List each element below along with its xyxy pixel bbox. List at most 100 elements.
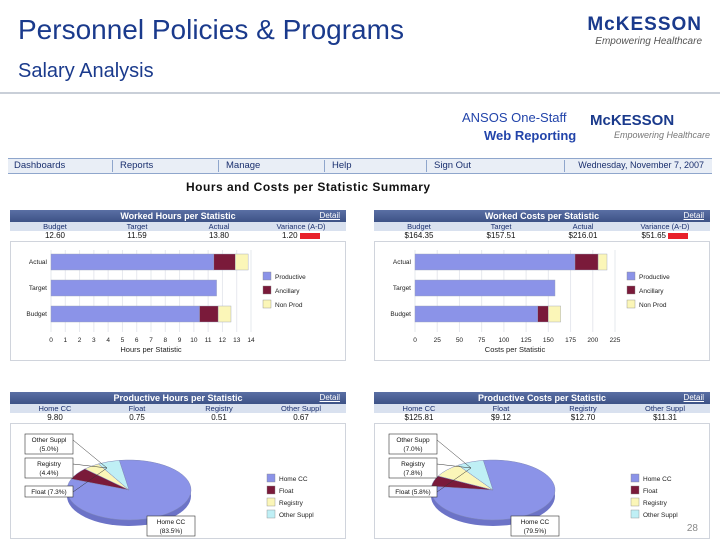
val-other-suppl: 0.67 — [293, 413, 309, 422]
callout-leader — [72, 463, 108, 469]
panel-header: Productive Costs per Statistic Detail — [374, 392, 710, 404]
costs-bar-chart: 0 25 50 75 100 125 150 175 200 225 Costs per Stati… — [390, 250, 670, 354]
val-budget: $164.35 — [404, 231, 434, 240]
nav-separator — [324, 160, 325, 172]
detail-link[interactable]: Detail — [683, 211, 704, 220]
callout-label: Other Suppl — [32, 437, 67, 444]
callout-leader — [72, 467, 108, 493]
x-tick-label: 6 — [135, 337, 139, 344]
callout-box — [388, 485, 438, 498]
bar-segment-nonprod — [548, 305, 561, 323]
val-variance-cell: 1.20 — [260, 231, 342, 241]
callout-label: Other Supp — [396, 437, 430, 444]
detail-link[interactable]: Detail — [319, 393, 340, 402]
callout-box — [24, 485, 74, 498]
val-home-cc: 9.80 — [47, 413, 63, 422]
callout-box — [388, 433, 438, 455]
pie-chart: Other Suppl (5.0%) Registry (4.4%) Float (7.… — [10, 423, 346, 539]
x-tick-label: 0 — [49, 337, 53, 344]
legend-label: Productive — [639, 274, 670, 281]
nav-sign-out[interactable]: Sign Out — [434, 160, 471, 171]
panel-columns: Budget Target Actual Variance (A-D) — [374, 222, 710, 231]
callout-leader — [436, 439, 472, 469]
nav-help[interactable]: Help — [332, 160, 352, 171]
callout-label: Registry — [401, 461, 426, 468]
nav-dashboards[interactable]: Dashboards — [14, 160, 66, 171]
hours-pie-chart: Other Suppl (5.0%) Registry (4.4%) Float (7.… — [24, 433, 314, 537]
bar-segment-productive — [50, 253, 215, 271]
val-budget: 12.60 — [44, 231, 66, 240]
panel-header: Worked Costs per Statistic Detail — [374, 210, 710, 222]
col-float: Float — [492, 404, 510, 413]
title-divider — [0, 92, 720, 94]
panel-values: 9.80 0.75 0.51 0.67 — [10, 413, 346, 423]
slide-title: Personnel Policies & Programs — [18, 14, 404, 45]
legend-label: Productive — [275, 274, 306, 281]
summary-title: Hours and Costs per Statistic Summary — [186, 180, 431, 194]
legend-swatch — [626, 299, 636, 309]
legend-swatch — [626, 271, 636, 281]
nav-manage[interactable]: Manage — [226, 160, 261, 171]
x-tick-label: 100 — [498, 337, 509, 344]
legend-label: Home CC — [279, 476, 308, 483]
legend-label: Home CC — [643, 476, 672, 483]
legend-swatch — [262, 285, 272, 295]
x-tick-label: 9 — [178, 337, 182, 344]
panel-title: Productive Costs per Statistic — [477, 393, 607, 403]
col-registry: Registry — [205, 404, 233, 413]
callout-leader — [436, 467, 472, 493]
detail-link[interactable]: Detail — [683, 393, 704, 402]
col-home-cc: Home CC — [38, 404, 72, 413]
col-float: Float — [128, 404, 146, 413]
val-float: $9.12 — [490, 413, 512, 422]
callout-box — [510, 515, 560, 537]
col-other-suppl: Other Suppl — [644, 404, 686, 413]
panel-columns: Home CC Float Registry Other Suppl — [374, 404, 710, 413]
legend-label: Registry — [643, 500, 668, 507]
y-category-label: Target — [393, 285, 411, 292]
callout-label: Float (5.8%) — [395, 489, 430, 496]
callout-label: Home CC — [521, 519, 550, 526]
callout-box — [146, 515, 196, 537]
x-tick-label: 50 — [456, 337, 464, 344]
x-axis-label: Hours per Statistic — [120, 345, 182, 354]
legend-swatch — [626, 285, 636, 295]
callout-label: Registry — [37, 461, 62, 468]
col-other-suppl: Other Suppl — [280, 404, 322, 413]
callout-leader — [436, 463, 472, 469]
legend-swatch — [630, 485, 640, 495]
x-tick-label: 0 — [413, 337, 417, 344]
callout-box — [24, 457, 74, 479]
val-actual: 13.80 — [208, 231, 230, 240]
x-tick-label: 125 — [521, 337, 532, 344]
nav-separator — [564, 160, 565, 172]
callout-value: (7.8%) — [403, 470, 422, 477]
y-category-label: Target — [29, 285, 47, 292]
callout-value: (4.4%) — [39, 470, 58, 477]
panel-title: Productive Hours per Statistic — [113, 393, 243, 403]
val-registry: 0.51 — [211, 413, 227, 422]
val-target: 11.59 — [127, 231, 147, 240]
x-tick-label: 8 — [163, 337, 167, 344]
panel-columns: Home CC Float Registry Other Suppl — [10, 404, 346, 413]
val-home-cc: $125.81 — [404, 413, 434, 422]
app-brand-tagline: Empowering Healthcare — [614, 130, 711, 140]
legend-label: Registry — [279, 500, 304, 507]
val-target: $157.51 — [486, 231, 516, 240]
current-date: Wednesday, November 7, 2007 — [578, 160, 704, 170]
app-screenshot: ANSOS One-Staff Web Reporting McKESSON E… — [0, 96, 720, 540]
variance-flag-icon — [299, 232, 321, 239]
callout-value: (7.0%) — [403, 446, 422, 453]
legend-swatch — [630, 497, 640, 507]
nav-separator — [426, 160, 427, 172]
legend-swatch — [266, 473, 276, 483]
bar-chart: 0 25 50 75 100 125 150 175 200 225 Costs per Stati… — [374, 241, 710, 361]
nav-reports[interactable]: Reports — [120, 160, 154, 171]
bar-segment-ancillary — [199, 305, 219, 323]
x-tick-label: 3 — [92, 337, 96, 344]
x-tick-label: 175 — [565, 337, 576, 344]
detail-link[interactable]: Detail — [319, 211, 340, 220]
legend-label: Other Suppl — [279, 512, 314, 519]
bar-segment-ancillary — [574, 253, 599, 271]
